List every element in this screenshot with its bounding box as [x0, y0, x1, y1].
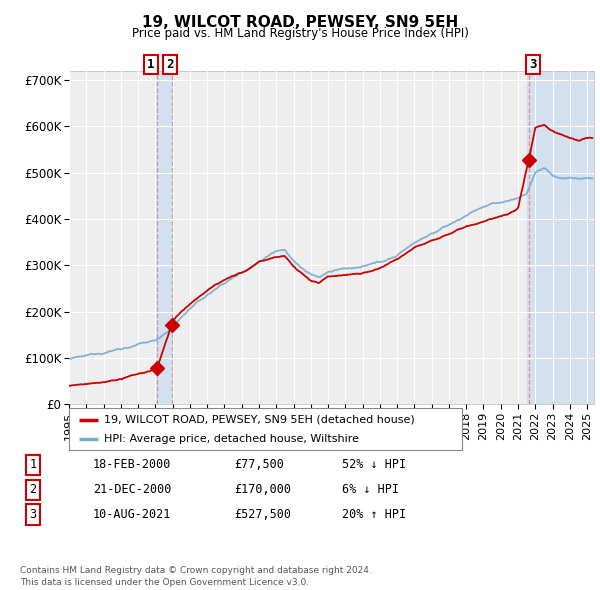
Text: £527,500: £527,500: [234, 508, 291, 521]
Text: 19, WILCOT ROAD, PEWSEY, SN9 5EH: 19, WILCOT ROAD, PEWSEY, SN9 5EH: [142, 15, 458, 30]
Text: 2: 2: [166, 58, 174, 71]
Text: 3: 3: [29, 508, 37, 521]
Text: 1: 1: [29, 458, 37, 471]
Text: £170,000: £170,000: [234, 483, 291, 496]
Text: 18-FEB-2000: 18-FEB-2000: [93, 458, 172, 471]
Bar: [527, 71, 594, 404]
Text: 19, WILCOT ROAD, PEWSEY, SN9 5EH (detached house): 19, WILCOT ROAD, PEWSEY, SN9 5EH (detach…: [104, 415, 415, 425]
Text: 1: 1: [147, 58, 155, 71]
Text: 6% ↓ HPI: 6% ↓ HPI: [342, 483, 399, 496]
Text: 21-DEC-2000: 21-DEC-2000: [93, 483, 172, 496]
Text: Contains HM Land Registry data © Crown copyright and database right 2024.
This d: Contains HM Land Registry data © Crown c…: [20, 566, 371, 587]
Text: 2: 2: [29, 483, 37, 496]
Text: 20% ↑ HPI: 20% ↑ HPI: [342, 508, 406, 521]
Text: 52% ↓ HPI: 52% ↓ HPI: [342, 458, 406, 471]
Text: 3: 3: [529, 58, 536, 71]
Bar: [155, 71, 173, 404]
Text: HPI: Average price, detached house, Wiltshire: HPI: Average price, detached house, Wilt…: [104, 434, 359, 444]
Text: £77,500: £77,500: [234, 458, 284, 471]
Text: 10-AUG-2021: 10-AUG-2021: [93, 508, 172, 521]
Text: Price paid vs. HM Land Registry's House Price Index (HPI): Price paid vs. HM Land Registry's House …: [131, 27, 469, 40]
